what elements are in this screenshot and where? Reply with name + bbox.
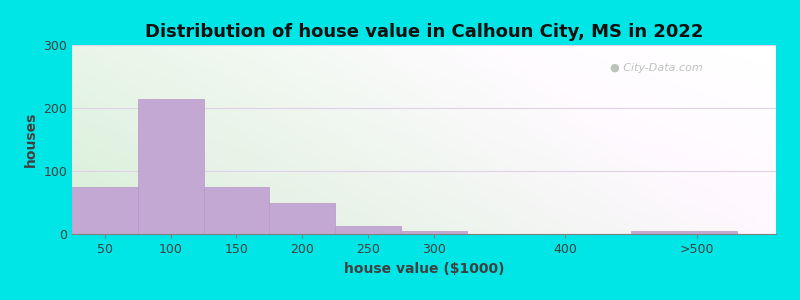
Bar — [401, 231, 466, 234]
Bar — [270, 202, 335, 234]
Bar — [138, 98, 203, 234]
Text: ● City-Data.com: ● City-Data.com — [610, 63, 702, 73]
X-axis label: house value ($1000): house value ($1000) — [344, 262, 504, 276]
Bar — [203, 187, 270, 234]
Bar — [631, 231, 737, 234]
Bar — [335, 226, 401, 234]
Bar — [72, 187, 138, 234]
Y-axis label: houses: houses — [24, 112, 38, 167]
Title: Distribution of house value in Calhoun City, MS in 2022: Distribution of house value in Calhoun C… — [145, 23, 703, 41]
